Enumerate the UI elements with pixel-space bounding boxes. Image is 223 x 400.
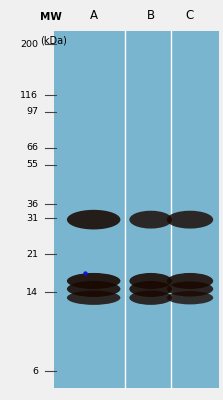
Ellipse shape [167,281,213,296]
Text: MW: MW [40,12,62,22]
Ellipse shape [67,290,120,305]
Ellipse shape [129,211,172,228]
Text: 116: 116 [20,90,38,100]
Ellipse shape [167,211,213,228]
Text: 21: 21 [26,250,38,259]
Text: C: C [186,9,194,22]
Text: A: A [90,9,98,22]
Ellipse shape [67,273,120,289]
Text: 36: 36 [26,200,38,209]
Ellipse shape [167,273,213,289]
Text: 55: 55 [26,160,38,169]
Ellipse shape [67,281,120,297]
Text: 31: 31 [26,214,38,223]
Text: B: B [147,9,155,22]
Text: 6: 6 [32,367,38,376]
Ellipse shape [167,291,213,304]
Text: 14: 14 [26,288,38,297]
Text: 66: 66 [26,143,38,152]
Text: (kDa): (kDa) [40,35,67,45]
Text: 200: 200 [20,40,38,49]
Ellipse shape [129,290,172,305]
Text: 97: 97 [26,107,38,116]
Ellipse shape [67,210,120,230]
Ellipse shape [129,273,172,289]
Ellipse shape [129,281,172,297]
